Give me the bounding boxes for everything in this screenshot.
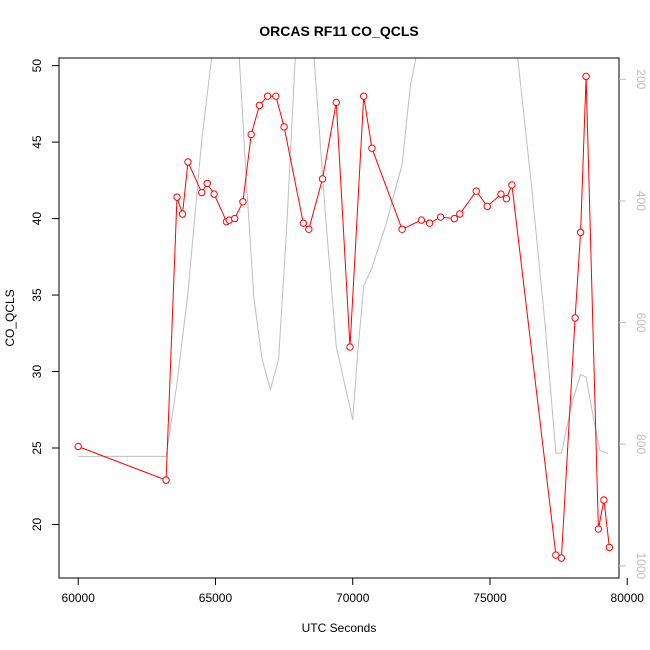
x-tick-label: 80000 [611, 591, 645, 605]
data-point [502, 195, 511, 203]
y-tick-label: 40 [30, 212, 44, 226]
y-tick-label: 20 [30, 517, 44, 531]
axes-layer: 60000 65000 70000 75000 80000 20 25 30 35 40 45 50 2… [30, 57, 648, 605]
data-point [318, 175, 327, 183]
data-point [552, 551, 560, 559]
data-point [594, 525, 603, 533]
right-y-tick-label: 600 [634, 313, 648, 333]
data-point [360, 92, 368, 100]
y-axis-label: CO_QCLS [3, 289, 17, 346]
data-point [472, 187, 480, 195]
data-point [508, 181, 516, 189]
primary-series-line [78, 76, 610, 559]
data-point [600, 496, 608, 504]
data-point [299, 219, 308, 227]
x-axis-label: UTC Seconds [302, 621, 377, 635]
chart-title: ORCAS RF11 CO_QCLS [259, 23, 418, 39]
x-tick-label: 75000 [473, 591, 507, 605]
data-point [398, 225, 406, 233]
y-tick-label: 35 [30, 288, 44, 302]
data-point [272, 92, 280, 100]
data-point [184, 158, 192, 166]
data-point [582, 72, 590, 81]
x-tick-label: 70000 [336, 591, 370, 605]
primary-series-layer [74, 72, 614, 562]
data-point [230, 214, 239, 223]
data-point [247, 130, 255, 139]
data-point [450, 214, 458, 223]
data-point [483, 202, 491, 211]
data-point [178, 210, 187, 218]
data-point [210, 190, 218, 198]
data-point [162, 476, 170, 484]
data-point [332, 98, 340, 107]
plot-frame [58, 57, 620, 579]
data-point [74, 442, 82, 451]
right-y-tick-label: 800 [634, 434, 648, 454]
data-point [239, 198, 247, 206]
data-point [346, 343, 354, 351]
data-point [497, 190, 505, 198]
y-tick-label: 50 [30, 59, 44, 73]
y-tick-label: 25 [30, 441, 44, 455]
right-y-tick-label: 400 [634, 191, 648, 211]
y-tick-label: 30 [30, 365, 44, 379]
data-point [198, 188, 206, 197]
data-point [305, 225, 313, 233]
data-point [557, 554, 566, 562]
data-point [605, 543, 614, 552]
x-tick-label: 65000 [199, 591, 233, 605]
right-y-tick-label: 1000 [634, 552, 648, 579]
data-point [425, 219, 434, 227]
data-point [368, 144, 376, 152]
data-point [456, 210, 464, 218]
right-y-tick-label: 200 [634, 69, 648, 89]
data-point [173, 193, 181, 201]
data-point [263, 92, 272, 100]
data-point [417, 216, 426, 224]
secondary-series-line [78, 58, 609, 457]
y-tick-label: 45 [30, 135, 44, 149]
data-point [436, 213, 445, 221]
data-point [255, 101, 264, 110]
data-point [576, 228, 585, 237]
x-tick-label: 60000 [62, 591, 96, 605]
data-point [280, 123, 288, 131]
data-point [571, 314, 579, 322]
data-point [203, 179, 211, 188]
secondary-series-layer [78, 58, 609, 457]
